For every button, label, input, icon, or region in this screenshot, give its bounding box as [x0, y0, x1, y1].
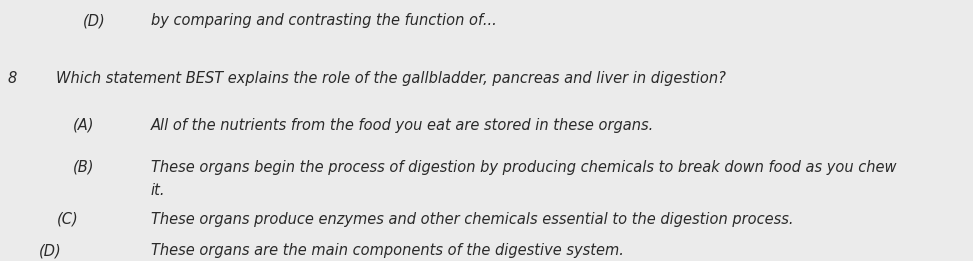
Text: All of the nutrients from the food you eat are stored in these organs.: All of the nutrients from the food you e…	[151, 118, 654, 133]
Text: (C): (C)	[56, 212, 78, 227]
Text: These organs are the main components of the digestive system.: These organs are the main components of …	[151, 243, 624, 258]
Text: (D): (D)	[83, 13, 105, 28]
Text: 8: 8	[8, 71, 18, 86]
Text: by comparing and contrasting the function of...: by comparing and contrasting the functio…	[151, 13, 496, 28]
Text: (B): (B)	[73, 159, 94, 175]
Text: (A): (A)	[73, 118, 94, 133]
Text: it.: it.	[151, 183, 165, 198]
Text: Which statement BEST explains the role of the gallbladder, pancreas and liver in: Which statement BEST explains the role o…	[56, 71, 726, 86]
Text: (D): (D)	[39, 243, 61, 258]
Text: These organs produce enzymes and other chemicals essential to the digestion proc: These organs produce enzymes and other c…	[151, 212, 793, 227]
Text: These organs begin the process of digestion by producing chemicals to break down: These organs begin the process of digest…	[151, 159, 896, 175]
